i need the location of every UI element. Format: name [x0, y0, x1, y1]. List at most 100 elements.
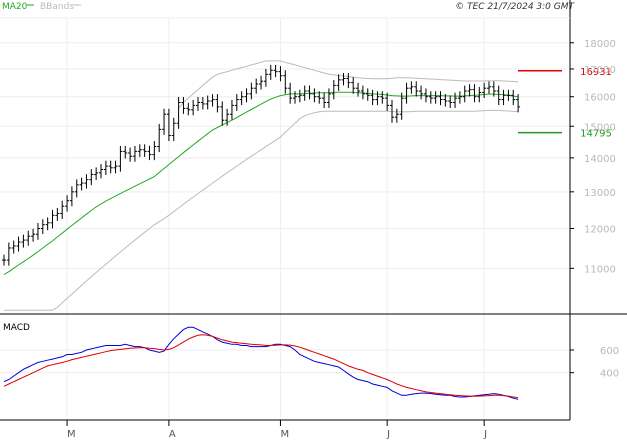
x-tick-label-3: J	[386, 429, 390, 440]
price-bar	[99, 164, 103, 179]
price-bar	[307, 85, 312, 100]
price-bar	[254, 78, 259, 94]
price-bar	[6, 242, 11, 266]
price-bar	[428, 91, 433, 104]
price-bar	[496, 85, 501, 106]
price-bar	[259, 75, 264, 90]
price-bar	[249, 82, 254, 100]
price-bar	[477, 86, 482, 103]
price-bar	[239, 91, 244, 106]
price-bar	[467, 84, 472, 97]
price-bar	[55, 208, 60, 221]
price-bar	[171, 117, 176, 142]
price-bar	[394, 108, 399, 123]
x-tick-label-0: M	[67, 429, 76, 440]
price-bar	[472, 84, 477, 103]
price-bar	[137, 144, 142, 157]
price-bar	[2, 254, 6, 266]
price-bar	[322, 92, 327, 109]
main-grid	[0, 18, 574, 420]
price-bar	[501, 89, 506, 106]
signal-line	[3, 334, 519, 399]
price-bar	[157, 123, 162, 153]
price-bar	[351, 77, 356, 94]
price-bar	[317, 91, 322, 104]
price-bar	[326, 88, 331, 109]
y-tick-label-17000: 17000	[584, 65, 616, 76]
y-tick-label-12000: 12000	[584, 224, 616, 235]
price-bar	[31, 228, 36, 242]
price-bar	[244, 88, 249, 103]
price-bar	[152, 141, 157, 161]
price-bar	[263, 68, 268, 87]
price-bar	[516, 94, 521, 113]
price-bar	[65, 195, 70, 212]
price-bar	[448, 95, 453, 109]
price-bar	[414, 81, 419, 97]
price-bar	[45, 217, 50, 231]
x-tick-label-1: A	[169, 429, 176, 440]
macd-lines	[3, 326, 519, 400]
price-bar	[40, 219, 45, 235]
price-bar	[205, 95, 210, 110]
price-bar	[191, 99, 196, 116]
price-bar	[288, 82, 293, 104]
price-bar	[186, 102, 191, 116]
price-bar	[89, 169, 94, 186]
price-bar	[390, 99, 394, 123]
price-bar	[103, 160, 108, 176]
price-bar	[79, 177, 84, 191]
y-tick-labels: 11000 12000 13000 14000 15000 16000 17000 18000…	[584, 39, 619, 380]
macd-line	[3, 326, 519, 400]
price-bar	[419, 85, 424, 100]
copyright-text: © TEC 21/7/2024 3:0 GMT	[455, 2, 575, 12]
y-tick-label-13000: 13000	[584, 188, 616, 199]
price-bar	[360, 85, 365, 100]
price-bar	[26, 230, 31, 246]
price-bar	[331, 79, 336, 100]
price-bar	[74, 179, 79, 198]
price-bar	[462, 85, 467, 103]
y-tick-label-14000: 14000	[584, 154, 616, 165]
price-bar	[118, 145, 123, 172]
x-tick-label-2: M	[280, 429, 289, 440]
price-bar	[341, 73, 346, 86]
price-bar	[108, 160, 113, 174]
price-bar	[220, 101, 225, 126]
price-bar	[147, 145, 152, 161]
price-bar	[356, 82, 361, 97]
macd-y-tick-label-600: 600	[600, 346, 619, 357]
price-bar	[229, 99, 234, 120]
price-bar	[50, 209, 55, 229]
price-bar	[142, 144, 147, 157]
price-bar	[166, 108, 171, 142]
price-bar	[128, 147, 133, 162]
price-bar	[370, 89, 375, 106]
price-bar	[283, 70, 288, 94]
price-bar	[399, 92, 404, 120]
price-bar	[196, 97, 200, 111]
x-tick-label-4: J	[483, 429, 487, 440]
price-bar	[453, 92, 458, 109]
price-bar	[113, 160, 118, 174]
price-bar	[297, 89, 302, 103]
price-bar	[162, 108, 167, 135]
price-bar	[336, 74, 341, 91]
price-bars	[2, 64, 521, 266]
price-bar	[346, 73, 351, 89]
price-bar	[268, 64, 273, 80]
price-bar	[404, 82, 409, 104]
bb-lower-line	[4, 109, 519, 311]
price-bar	[273, 64, 278, 78]
price-bar	[511, 89, 516, 106]
ma20-line	[3, 91, 519, 276]
price-levels: 16931 14795	[518, 67, 612, 140]
price-bar	[365, 88, 370, 101]
price-bar	[234, 94, 239, 111]
price-bar	[132, 145, 137, 162]
price-bar	[375, 91, 380, 106]
price-bar	[506, 89, 511, 101]
legend-bbands: BBands	[40, 2, 74, 12]
